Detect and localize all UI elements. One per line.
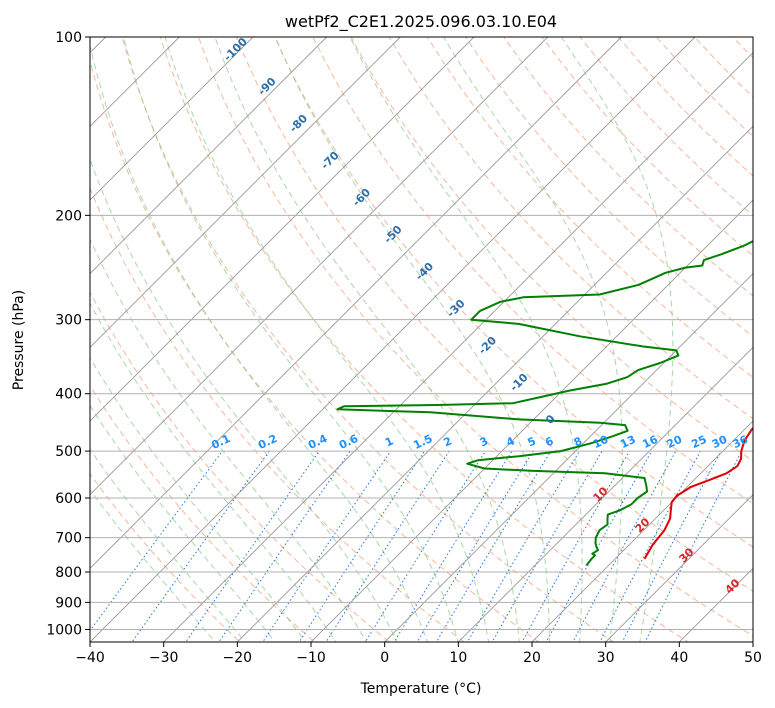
dry-adiabat xyxy=(90,186,465,642)
isotherm xyxy=(531,420,753,642)
profile-lines xyxy=(336,239,753,567)
y-tick-label: 1000 xyxy=(46,622,82,638)
y-tick-label: 900 xyxy=(55,595,82,611)
dry-adiabat xyxy=(465,37,753,338)
moist-adiabat xyxy=(90,157,398,642)
x-tick-label: 10 xyxy=(449,650,467,666)
y-tick-label: 300 xyxy=(55,313,82,329)
mixing-ratio-label: 16 xyxy=(640,433,660,451)
isotherm xyxy=(90,37,327,275)
y-ticks: 100 200 300 400 500 600 700 800 900 1000 xyxy=(46,30,90,638)
temperature-profile xyxy=(643,426,753,560)
chart-title: wetPf2_C2E1.2025.096.03.10.E04 xyxy=(285,12,557,32)
isotherm xyxy=(605,494,753,642)
isotherm xyxy=(384,273,753,642)
isotherm xyxy=(90,37,696,642)
x-tick-label: 30 xyxy=(597,650,615,666)
dewpoint-profile xyxy=(336,239,753,567)
moist-adiabat xyxy=(443,37,623,642)
mixing-ratio-label: 25 xyxy=(689,433,708,451)
y-tick-label: 700 xyxy=(55,531,82,547)
dry-adiabat xyxy=(236,37,753,592)
dry-adiabat xyxy=(197,37,753,637)
moist-adiabat xyxy=(214,37,520,642)
dry-adiabat xyxy=(90,59,540,642)
isotherm xyxy=(458,346,753,642)
mixing-ratio-label: 13 xyxy=(618,433,637,451)
dry-adiabat xyxy=(503,37,753,297)
background-lines xyxy=(90,37,753,642)
moist-adiabat xyxy=(274,37,550,642)
y-axis-label: Pressure (hPa) xyxy=(11,290,27,390)
y-tick-label: 200 xyxy=(55,208,82,224)
isotherm xyxy=(90,37,475,422)
mixing-ratio-label: 36 xyxy=(731,433,751,451)
x-tick-label: −30 xyxy=(149,650,179,666)
y-tick-label: 600 xyxy=(55,491,82,507)
x-tick-label: −10 xyxy=(296,650,326,666)
y-tick-label: 800 xyxy=(55,565,82,581)
isotherm xyxy=(163,52,753,642)
x-axis-label: Temperature (°C) xyxy=(360,681,482,697)
dry-adiabat xyxy=(90,472,241,642)
plot-frame xyxy=(89,36,754,643)
isotherm xyxy=(237,125,753,642)
pressure-gridlines xyxy=(90,37,753,630)
x-tick-label: 20 xyxy=(523,650,541,666)
y-tick-label: 400 xyxy=(55,387,82,403)
isotherm xyxy=(90,37,401,348)
moist-adiabat xyxy=(561,37,674,642)
isotherm xyxy=(310,199,753,642)
moist-adiabat xyxy=(90,302,337,642)
isotherm xyxy=(90,37,548,496)
dry-adiabat xyxy=(426,37,753,378)
mixing-ratio-label: 10 xyxy=(591,433,611,451)
mixing-ratio-label: 30 xyxy=(710,433,730,451)
moist-adiabat xyxy=(349,37,583,642)
mixing-ratio-label: 20 xyxy=(665,433,685,451)
x-tick-label: 0 xyxy=(380,650,389,666)
dry-adiabat xyxy=(312,37,753,505)
isotherm xyxy=(90,37,254,201)
x-tick-label: 40 xyxy=(670,650,688,666)
dry-adiabat xyxy=(90,384,316,642)
x-tick-label: 50 xyxy=(744,650,762,666)
y-tick-label: 500 xyxy=(55,444,82,460)
x-ticks: −40 −30 −20 −10 0 10 20 30 40 50 xyxy=(75,642,762,666)
isotherm xyxy=(90,37,622,569)
x-tick-label: −40 xyxy=(75,650,105,666)
y-tick-label: 100 xyxy=(55,30,82,46)
x-tick-label: −20 xyxy=(223,650,253,666)
dry-adiabat xyxy=(90,291,391,642)
dry-adiabat xyxy=(121,37,615,642)
